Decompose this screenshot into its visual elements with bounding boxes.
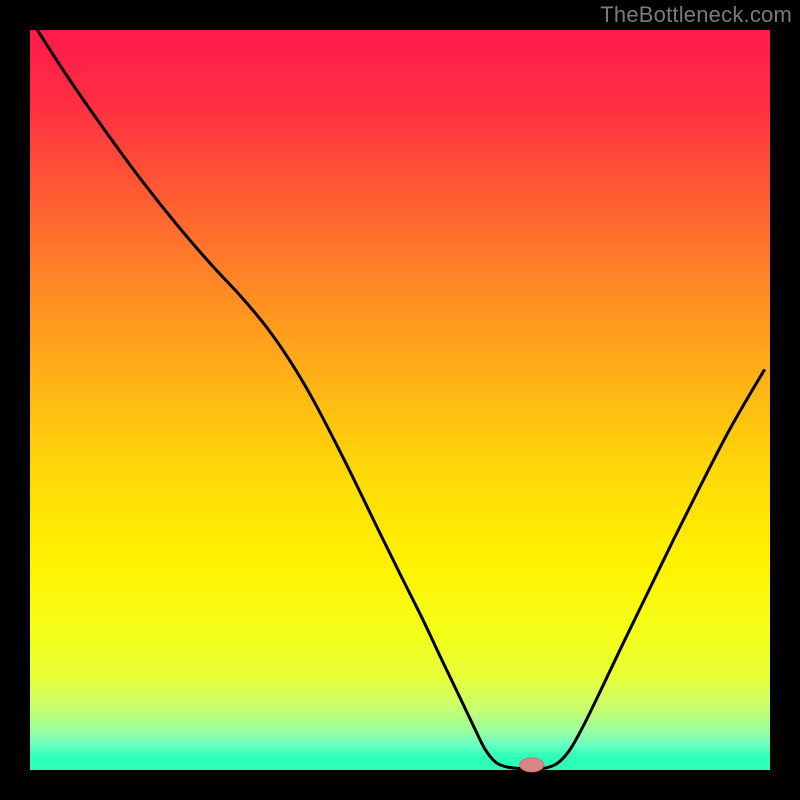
baseline-strip <box>30 757 770 770</box>
gradient-background <box>30 30 770 770</box>
bottleneck-plot <box>0 0 800 800</box>
optimal-point-marker <box>520 758 544 772</box>
chart-frame: TheBottleneck.com <box>0 0 800 800</box>
